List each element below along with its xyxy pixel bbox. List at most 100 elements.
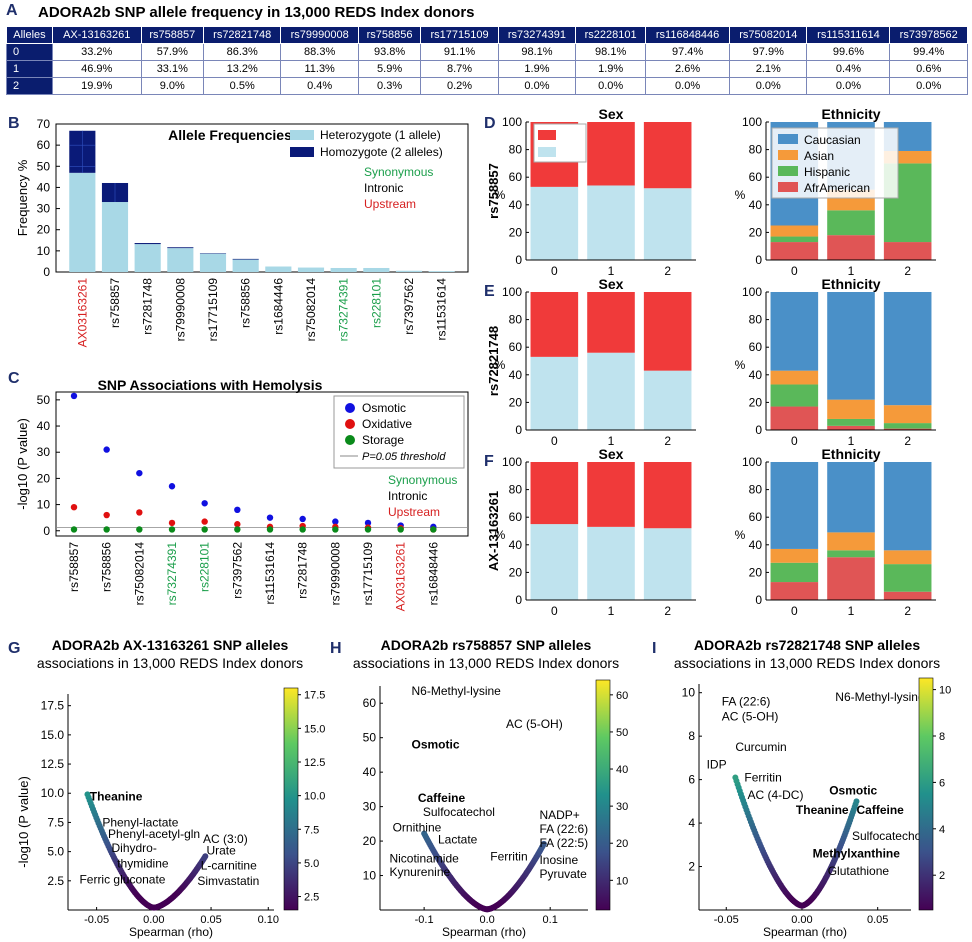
colorbar-tick-label: 12.5 (304, 757, 325, 769)
x-tick-label: rs758856 (100, 542, 114, 592)
table-header-snp: rs758857 (140, 26, 205, 44)
plot-frame (55, 123, 469, 273)
point-label: Simvastatin (197, 874, 259, 888)
bar-aframerican (883, 591, 932, 600)
colorbar-tick-label: 4 (939, 824, 945, 836)
bar-hispanic (883, 423, 932, 429)
table-cell: 1.9% (575, 60, 647, 78)
x-tick-label: -0.1 (415, 914, 434, 926)
bar-heterozygote (428, 271, 455, 272)
table-cell: 0.0% (889, 77, 968, 95)
y-tick-label: 4 (688, 816, 695, 830)
table-cell: 1.9% (497, 60, 577, 78)
plot-frame (55, 391, 469, 537)
bar-aframerican (770, 242, 819, 260)
table-cell: 0.0% (575, 77, 647, 95)
table-header-row: Alleles AX-13163261 rs758857 rs72821748 rs79… (6, 26, 968, 44)
x-axis-label: Spearman (rho) (442, 925, 526, 939)
y-tick-label: 40 (509, 198, 523, 212)
ethnicity-legend-label: Caucasian (804, 133, 861, 147)
y-tick-label: 20 (509, 565, 523, 579)
row-label: rs758857 (486, 163, 501, 219)
y-tick-label: 20 (749, 565, 763, 579)
point-label: Caffeine (418, 791, 466, 805)
sex-legend-swatch-f (538, 147, 556, 157)
table-cell: 57.9% (140, 43, 205, 61)
data-point (853, 798, 860, 805)
table-cell: 93.8% (357, 43, 422, 61)
point-oxidative (70, 504, 78, 511)
y-tick-label: 60 (509, 170, 523, 184)
x-tick-label: 1 (848, 264, 855, 278)
y-tick-label: 40 (509, 368, 523, 382)
legend-upstream: Upstream (364, 197, 416, 211)
point-label: AC (5-OH) (722, 710, 779, 724)
chart-title: Allele Frequencies (168, 127, 292, 143)
y-tick-label: 12.5 (41, 757, 65, 771)
bar-caucasian (883, 462, 932, 551)
y-tick-label: 50 (37, 159, 51, 173)
point-storage (234, 526, 241, 533)
chart-title: Ethnicity (821, 446, 880, 462)
bar-m (530, 462, 579, 525)
table-cell: 99.6% (806, 43, 891, 61)
point-label: N6-Methyl-lysine (835, 690, 925, 704)
x-tick-label: rs758857 (67, 542, 81, 592)
x-tick-label: rs73274391 (337, 278, 351, 342)
y-axis-label: -log10 (P value) (16, 776, 31, 868)
table-cell: 2.1% (729, 60, 808, 78)
legend-threshold-label: P=0.05 threshold (362, 451, 446, 463)
colorbar-tick-label: 60 (616, 690, 628, 702)
x-tick-label: rs758857 (108, 278, 122, 328)
panel-label-h: H (330, 640, 342, 657)
x-tick-label: 2 (904, 264, 911, 278)
table-cell: 8.7% (420, 60, 499, 78)
table-cell: 11.3% (280, 60, 359, 78)
colorbar-tick-label: 10.0 (304, 791, 325, 803)
legend-label-storage: Storage (362, 433, 404, 447)
table-cell: 0.4% (806, 60, 891, 78)
ethnicity-legend-swatch (778, 150, 798, 160)
y-axis-label: Frequency % (15, 159, 30, 236)
y-tick-label: 60 (749, 170, 763, 184)
point-label: Kynurenine (389, 865, 450, 879)
x-tick-label: 0.00 (143, 914, 164, 926)
y-tick-label: 100 (742, 285, 762, 299)
x-tick-label: rs758856 (239, 278, 253, 328)
y-tick-label: 10.0 (41, 786, 65, 800)
bar-m (530, 292, 579, 357)
x-tick-label: -0.05 (84, 914, 109, 926)
point-storage (168, 526, 176, 533)
point-label: Glutathione (828, 864, 890, 878)
x-tick-label: 0.10 (258, 914, 279, 926)
point-label: L-carnitine (201, 859, 257, 873)
data-point (421, 830, 428, 837)
y-tick-label: 60 (363, 696, 377, 710)
bar-hispanic (827, 418, 875, 426)
table-header-snp: rs72821748 (202, 26, 282, 44)
x-tick-label: 2 (904, 604, 911, 618)
x-tick-label: 2 (664, 434, 671, 448)
x-tick-label: rs7397562 (230, 542, 244, 599)
point-osmotic (201, 500, 208, 507)
x-tick-label: 0.0 (480, 914, 495, 926)
y-tick-label: 100 (742, 115, 762, 129)
bar-heterozygote (330, 267, 357, 272)
legend-label-heterozygote: Heterozygote (1 allele) (320, 128, 441, 142)
y-tick-label: 0 (755, 593, 762, 607)
volcano-ax13163261: ADORA2b AX-13163261 SNP alleles associati… (16, 637, 325, 939)
bar-aframerican (827, 557, 875, 600)
data-point (84, 791, 91, 798)
chart-subtitle: associations in 13,000 REDS Index donors (353, 655, 619, 671)
bar-m (587, 122, 635, 186)
colorbar-tick-label: 40 (616, 764, 628, 776)
x-tick-label: 0 (791, 604, 798, 618)
x-tick-label: 0 (551, 434, 558, 448)
point-label: AC (4-DC) (747, 788, 803, 802)
bar-asian (827, 399, 875, 419)
point-osmotic (266, 514, 274, 521)
point-osmotic (168, 483, 176, 490)
bar-homozygote (167, 247, 194, 249)
legend-swatch-homozygote (290, 147, 314, 157)
bar-aframerican (883, 242, 932, 260)
